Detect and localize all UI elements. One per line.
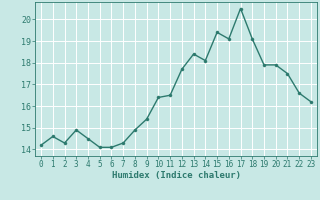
X-axis label: Humidex (Indice chaleur): Humidex (Indice chaleur) [111, 171, 241, 180]
